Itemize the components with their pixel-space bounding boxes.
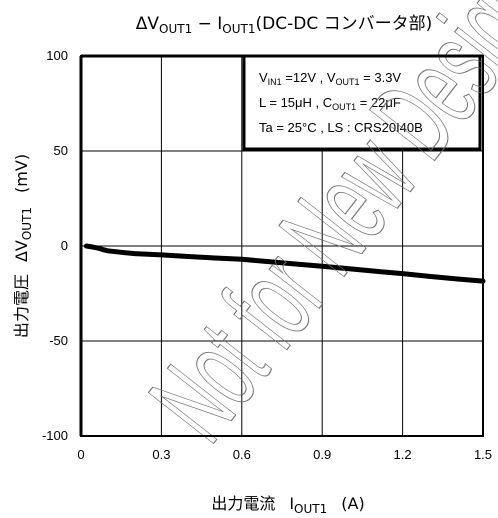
x-tick-label-5: 1.5 [474,447,492,462]
series-group [83,243,486,284]
title-delta: ΔV [136,14,160,34]
x-tick-label-1: 0.3 [152,447,170,462]
x-axis-label: 出力電流 IOUT1 (A) [211,494,364,516]
title-rest: (DC-DC コンバータ部) [256,14,433,34]
conditions-line-2: L = 15μH , COUT1 = 22μF [259,95,401,112]
title-i-sub: OUT1 [222,22,255,36]
x-tick-labels: 0 0.3 0.6 0.9 1.2 1.5 [77,447,492,462]
conditions-line-3: Ta = 25°C , LS : CRS20I40B [259,120,423,135]
y-tick-label-4: -100 [42,428,68,443]
conditions-line-1: VIN1 =12V , VOUT1 = 3.3V [259,70,401,87]
x-tick-label-3: 0.9 [313,447,331,462]
title-dash: − I [192,14,222,34]
y-tick-label-3: -50 [49,333,68,348]
x-tick-label-4: 1.2 [394,447,412,462]
y-tick-label-0: 100 [46,48,68,63]
chart-title: ΔVOUT1 − IOUT1(DC-DC コンバータ部) [136,14,432,36]
conditions-box: VIN1 =12V , VOUT1 = 3.3V L = 15μH , COUT… [242,54,482,151]
y-tick-label-1: 50 [54,143,68,158]
x-tick-label-0: 0 [77,447,84,462]
conditions-box-border [242,54,482,151]
y-tick-label-2: 0 [61,238,68,253]
series-line-0 [83,243,486,284]
y-axis-label: 出力電圧ΔVOUT1(mV) [12,154,34,338]
y-tick-labels: 100 50 0 -50 -100 [42,48,68,443]
x-tick-label-2: 0.6 [233,447,251,462]
title-v-sub: OUT1 [159,22,192,36]
